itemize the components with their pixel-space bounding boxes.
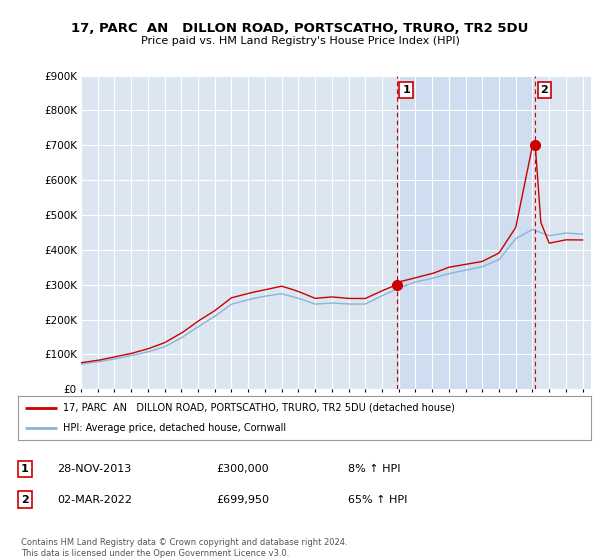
Text: 28-NOV-2013: 28-NOV-2013 — [57, 464, 131, 474]
Text: 17, PARC  AN   DILLON ROAD, PORTSCATHO, TRURO, TR2 5DU: 17, PARC AN DILLON ROAD, PORTSCATHO, TRU… — [71, 22, 529, 35]
Text: HPI: Average price, detached house, Cornwall: HPI: Average price, detached house, Corn… — [62, 423, 286, 433]
Text: 02-MAR-2022: 02-MAR-2022 — [57, 494, 132, 505]
Text: £699,950: £699,950 — [216, 494, 269, 505]
Text: 2: 2 — [541, 85, 548, 95]
Text: Contains HM Land Registry data © Crown copyright and database right 2024.
This d: Contains HM Land Registry data © Crown c… — [21, 538, 347, 558]
Bar — [397, 76, 535, 389]
Text: £300,000: £300,000 — [216, 464, 269, 474]
Text: 17, PARC  AN   DILLON ROAD, PORTSCATHO, TRURO, TR2 5DU (detached house): 17, PARC AN DILLON ROAD, PORTSCATHO, TRU… — [62, 403, 455, 413]
Text: 1: 1 — [21, 464, 29, 474]
Text: 8% ↑ HPI: 8% ↑ HPI — [348, 464, 401, 474]
Text: 65% ↑ HPI: 65% ↑ HPI — [348, 494, 407, 505]
Text: Price paid vs. HM Land Registry's House Price Index (HPI): Price paid vs. HM Land Registry's House … — [140, 36, 460, 46]
Text: 2: 2 — [21, 494, 29, 505]
Text: 1: 1 — [402, 85, 410, 95]
